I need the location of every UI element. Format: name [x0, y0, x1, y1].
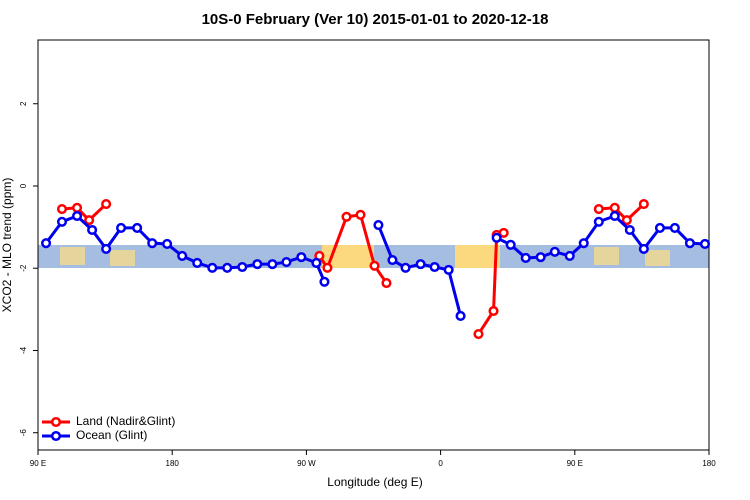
data-point	[400, 262, 411, 273]
data-point	[578, 238, 589, 249]
data-point	[237, 261, 248, 273]
data-point	[341, 211, 352, 222]
y-tick-label: -2	[19, 264, 28, 272]
series-line	[61, 202, 108, 223]
y-tick-label: -6	[19, 429, 28, 437]
data-point	[322, 262, 333, 273]
data-point	[41, 238, 52, 249]
data-point	[638, 243, 649, 254]
data-point	[369, 260, 380, 271]
data-point	[654, 222, 665, 233]
data-point	[621, 215, 632, 226]
data-point	[84, 215, 95, 226]
data-point	[72, 210, 83, 222]
data-point	[162, 238, 173, 250]
data-point	[319, 276, 330, 287]
x-tick-label: 180	[702, 459, 716, 468]
y-tick-label: -4	[19, 346, 28, 354]
data-point	[192, 257, 203, 268]
x-tick-label: 90 E	[30, 459, 46, 468]
data-point	[564, 250, 575, 261]
data-point	[87, 224, 98, 236]
data-point	[101, 243, 112, 254]
data-point	[491, 232, 502, 243]
data-point	[355, 209, 366, 220]
data-point	[535, 252, 546, 263]
data-point	[624, 224, 635, 236]
data-point	[699, 238, 711, 250]
data-point	[498, 227, 509, 238]
data-point	[669, 222, 680, 233]
data-point	[505, 239, 516, 250]
data-point	[147, 238, 158, 249]
legend-marker	[50, 416, 62, 428]
data-point	[101, 199, 112, 210]
x-tick-label: 180	[166, 459, 180, 468]
legend-label: Ocean (Glint)	[76, 428, 147, 442]
data-point	[520, 252, 531, 264]
data-point	[593, 203, 604, 215]
data-point	[72, 202, 83, 213]
x-axis-label: Longitude (deg E)	[327, 475, 422, 489]
series-line	[598, 202, 645, 223]
data-point	[56, 203, 68, 215]
data-point	[132, 222, 143, 233]
data-point	[207, 262, 218, 273]
data-point	[381, 277, 392, 289]
data-point	[443, 264, 454, 275]
data-point	[429, 261, 440, 273]
data-point	[281, 257, 292, 268]
data-point	[296, 252, 307, 263]
x-tick-label: 90 E	[567, 459, 583, 468]
data-point	[222, 262, 233, 273]
y-tick-label: 2	[19, 101, 28, 106]
y-axis-label: XCO2 - MLO trend (ppm)	[0, 178, 14, 313]
data-point	[387, 254, 398, 266]
data-point	[252, 259, 263, 270]
data-point	[415, 259, 426, 270]
data-point	[177, 250, 188, 261]
data-point	[488, 305, 499, 317]
data-point	[593, 216, 604, 227]
data-point	[609, 202, 620, 213]
y-tick-label: 0	[19, 183, 28, 188]
data-point	[473, 328, 484, 340]
data-point	[638, 199, 649, 210]
legend-marker	[50, 430, 62, 442]
data-point	[455, 310, 466, 321]
data-point	[549, 246, 560, 257]
data-point	[56, 216, 68, 227]
data-point	[684, 238, 695, 249]
data-point	[609, 210, 620, 222]
x-tick-label: 0	[438, 459, 443, 468]
data-point	[311, 257, 322, 268]
x-tick-label: 90 W	[297, 459, 316, 468]
data-point	[373, 220, 384, 231]
data-point	[267, 259, 278, 270]
data-point	[116, 222, 127, 233]
legend-label: Land (Nadir&Glint)	[76, 414, 175, 428]
chart-title: 10S-0 February (Ver 10) 2015-01-01 to 20…	[202, 11, 549, 28]
